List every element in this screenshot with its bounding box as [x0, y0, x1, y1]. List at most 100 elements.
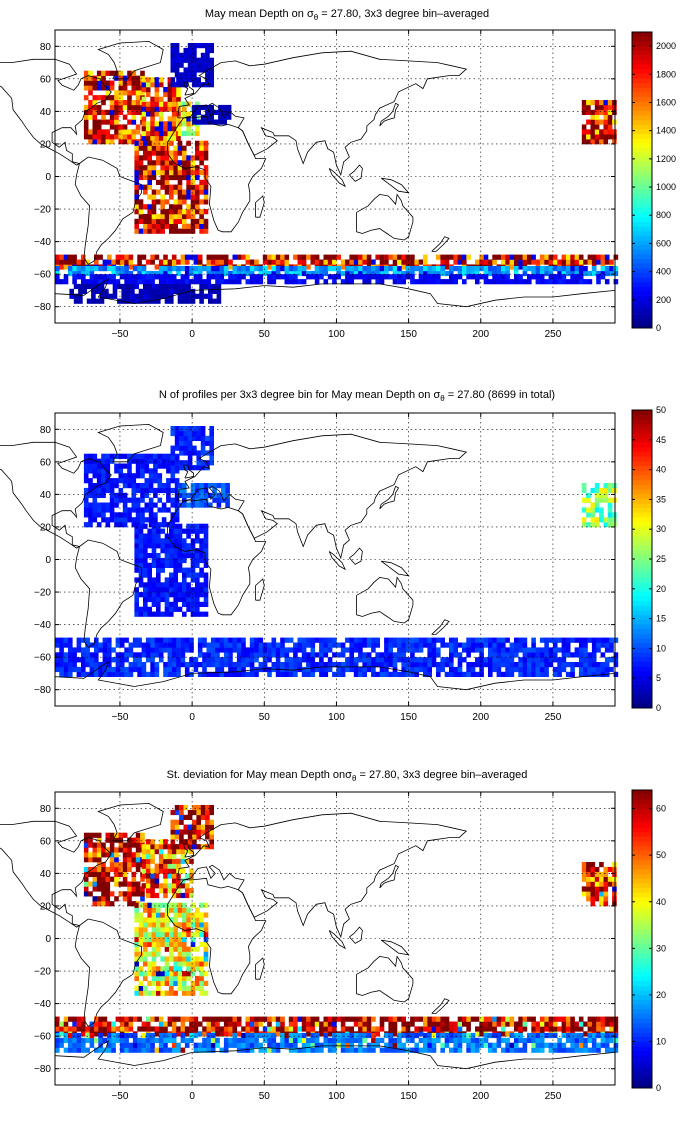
heatmap-cell — [186, 184, 191, 190]
heatmap-cell — [156, 288, 161, 294]
heatmap-cell — [169, 587, 174, 593]
heatmap-cell — [118, 832, 124, 838]
heatmap-cell — [306, 254, 311, 260]
heatmap-cell — [182, 293, 187, 299]
heatmap-cell — [479, 1031, 484, 1037]
heatmap-cell — [131, 109, 137, 115]
heatmap-cell — [95, 288, 100, 294]
heatmap-cell — [190, 553, 196, 559]
heatmap-cell — [609, 266, 614, 272]
heatmap-cell — [131, 857, 137, 863]
heatmap-cell — [184, 888, 190, 894]
heatmap-cell — [223, 254, 229, 260]
heatmap-cell — [340, 647, 346, 653]
heatmap-cell — [228, 270, 233, 277]
heatmap-cell — [594, 891, 600, 897]
heatmap-cell — [271, 279, 277, 285]
heatmap-cell — [186, 502, 191, 508]
heatmap-cell — [156, 293, 161, 299]
heatmap-cell — [475, 259, 480, 265]
heatmap-cell — [522, 1021, 528, 1027]
y-tick-label: 60 — [40, 74, 52, 85]
heatmap-cell — [169, 538, 174, 544]
heatmap-cell — [594, 492, 600, 498]
heatmap-cell — [366, 1026, 372, 1032]
heatmap-cell — [128, 671, 134, 677]
heatmap-cell — [375, 1042, 380, 1048]
heatmap-cell — [118, 871, 124, 877]
heatmap-cell — [219, 642, 225, 648]
heatmap-cell — [111, 647, 116, 653]
heatmap-cell — [138, 606, 144, 612]
heatmap-cell — [436, 274, 441, 280]
heatmap-cell — [509, 1021, 515, 1027]
heatmap-cell — [466, 642, 471, 648]
heatmap-cell — [177, 985, 183, 991]
heatmap-cell — [590, 487, 596, 494]
heatmap-cell — [115, 259, 121, 265]
colorbar-segment — [632, 605, 652, 611]
heatmap-cell — [105, 85, 111, 91]
heatmap-cell — [254, 642, 259, 648]
heatmap-cell — [180, 1037, 186, 1043]
heatmap-cell — [427, 266, 432, 272]
heatmap-cell — [156, 966, 161, 972]
heatmap-cell — [107, 1032, 112, 1039]
heatmap-cell — [449, 279, 454, 285]
heatmap-cell — [258, 1032, 264, 1039]
heatmap-cell — [358, 671, 363, 677]
heatmap-cell — [527, 662, 532, 668]
heatmap-cell — [552, 647, 558, 653]
heatmap-cell — [112, 288, 118, 294]
heatmap-cell — [470, 274, 476, 280]
heatmap-cell — [431, 652, 437, 658]
heatmap-cell — [122, 80, 128, 86]
heatmap-cell — [607, 507, 613, 513]
heatmap-cell — [241, 1042, 246, 1048]
heatmap-cell — [59, 666, 64, 673]
heatmap-cell — [205, 814, 210, 820]
heatmap-cell — [177, 912, 183, 918]
heatmap-cell — [156, 298, 161, 304]
heatmap-cell — [189, 270, 194, 277]
heatmap-cell — [535, 270, 541, 277]
heatmap-cell — [150, 883, 155, 889]
heatmap-cell — [114, 502, 119, 508]
heatmap-cell — [125, 283, 131, 290]
heatmap-cell — [102, 657, 108, 663]
heatmap-cell — [375, 671, 380, 677]
colorbar-segment — [632, 633, 652, 639]
heatmap-cell — [362, 652, 367, 658]
heatmap-cell — [401, 657, 406, 663]
heatmap-cell — [88, 104, 93, 111]
heatmap-cell — [531, 259, 536, 265]
heatmap-cell — [122, 842, 128, 848]
heatmap-cell — [127, 901, 132, 907]
heatmap-cell — [138, 917, 144, 923]
heatmap-cell — [522, 671, 528, 677]
heatmap-cell — [158, 839, 164, 845]
heatmap-cell — [148, 502, 154, 508]
heatmap-cell — [535, 1047, 541, 1053]
heatmap-cell — [109, 139, 115, 145]
heatmap-cell — [151, 194, 157, 200]
heatmap-cell — [514, 1037, 519, 1043]
heatmap-cell — [83, 837, 89, 843]
heatmap-cell — [332, 671, 337, 677]
heatmap-cell — [226, 114, 232, 120]
colorbar-tick-label: 50 — [656, 405, 666, 415]
heatmap-cell — [209, 460, 214, 466]
heatmap-cell — [236, 642, 242, 648]
heatmap-cell — [586, 134, 591, 140]
heatmap-cell — [200, 43, 206, 49]
heatmap-cell — [183, 72, 189, 78]
heatmap-cell — [192, 57, 197, 63]
heatmap-cell — [358, 1026, 363, 1032]
heatmap-cell — [107, 637, 112, 643]
heatmap-cell — [167, 873, 173, 879]
heatmap-cell — [288, 1032, 294, 1039]
heatmap-cell — [314, 1047, 320, 1053]
heatmap-cell — [171, 1026, 177, 1032]
heatmap-cell — [271, 1026, 277, 1032]
heatmap-cell — [138, 548, 144, 554]
